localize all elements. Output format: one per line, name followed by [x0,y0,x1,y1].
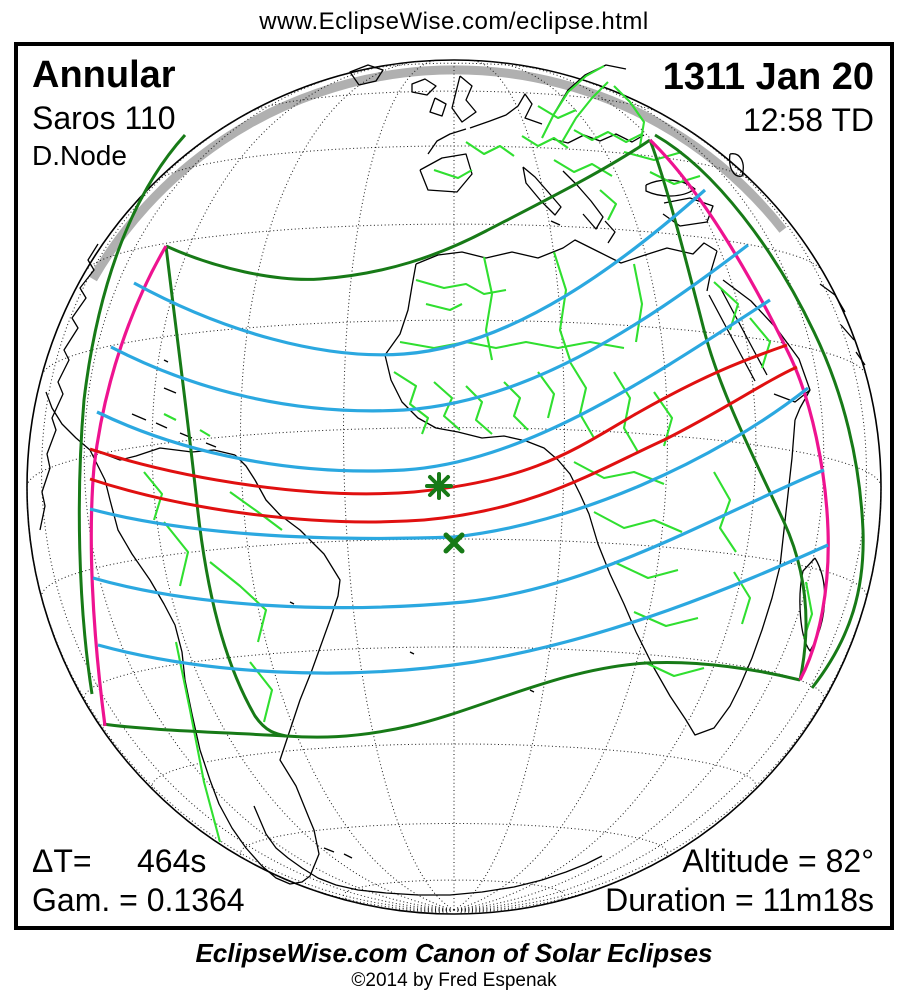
eastern-penumbral-limit-inner [648,139,808,681]
eclipse-info-top-left: Annular Saros 110 D.Node [32,52,176,174]
node-label: D.Node [32,140,127,171]
magnitude-line [97,543,829,675]
graticule-line [453,64,757,911]
graticule-line [83,71,455,911]
footer-copyright: ©2014 by Fred Espenak [351,970,557,991]
graticule-line [151,743,757,792]
eclipse-info-top-right: 1311 Jan 20 12:58 TD [663,54,874,140]
graticule-line [401,909,455,913]
sunset-curve [648,138,830,681]
central-path-north-limit [89,343,788,496]
graticule-line [453,909,484,914]
gamma-value: 0.1364 [146,882,245,918]
northern-penumbral-limit [165,138,651,281]
duration-value: 11m18s [762,882,874,918]
country-borders-europe [433,65,772,369]
graticule-line [424,909,455,914]
duration-label: Duration = [605,882,754,918]
graticule-line [453,904,544,912]
graticule [26,60,882,915]
night-shade-arc [89,65,787,282]
delta-t-row: ΔT= 464s [32,842,245,881]
altitude-row: Altitude = 82° [605,842,874,881]
central-path-south-limit [89,365,798,524]
greatest-eclipse-marker [425,472,453,500]
eclipse-map-frame: Annular Saros 110 D.Node 1311 Jan 20 12:… [14,42,894,930]
magnitude-line [110,243,749,413]
graticule-line [364,904,455,912]
eclipse-info-bottom-right: Altitude = 82° Duration = 11m18s [605,842,874,920]
west-interior-penumbral-limit [164,245,287,738]
gamma-label: Gam. = [32,882,138,918]
graticule-line [240,823,668,861]
saros-label: Saros 110 [32,100,176,136]
west-limb-penumbral-limit [77,133,187,695]
graticule-line [453,71,825,911]
altitude-label: Altitude = [682,843,817,879]
delta-t-label: ΔT= [32,843,92,879]
url-header: www.EclipseWise.com/eclipse.html [259,8,649,35]
graticule-line [151,64,455,911]
duration-row: Duration = 11m18s [605,881,874,920]
eclipse-date-label: 1311 Jan 20 [662,56,874,98]
sunrise-curve [89,245,168,727]
eclipse-info-bottom-left: ΔT= 464s Gam. = 0.1364 [32,842,245,920]
graticule-line [83,646,825,702]
eclipse-globe-map [26,59,882,915]
x-point-marker [443,532,465,554]
gamma-row: Gam. = 0.1364 [32,881,245,920]
magnitude-line [89,386,809,541]
footer-canon-title: EclipseWise.com Canon of Solar Eclipses [195,938,713,968]
graticule-line [26,486,455,911]
magnitude-line [96,298,771,473]
graticule-line [453,909,507,913]
eclipse-type-label: Annular [32,54,176,96]
magnitude-line [133,188,707,357]
coastline-americas [39,243,341,885]
graticule-line [85,223,823,272]
graticule-line [453,486,882,911]
southern-penumbral-limit [102,660,801,739]
coastline-antarctica [253,805,603,896]
altitude-value: 82° [825,843,874,879]
country-borders-south-america [143,413,283,843]
delta-t-value: 464s [137,843,207,879]
eclipse-time-label: 12:58 TD [742,102,874,138]
magnitude-line [92,468,825,610]
eastern-penumbral-limit-outer [654,133,865,689]
